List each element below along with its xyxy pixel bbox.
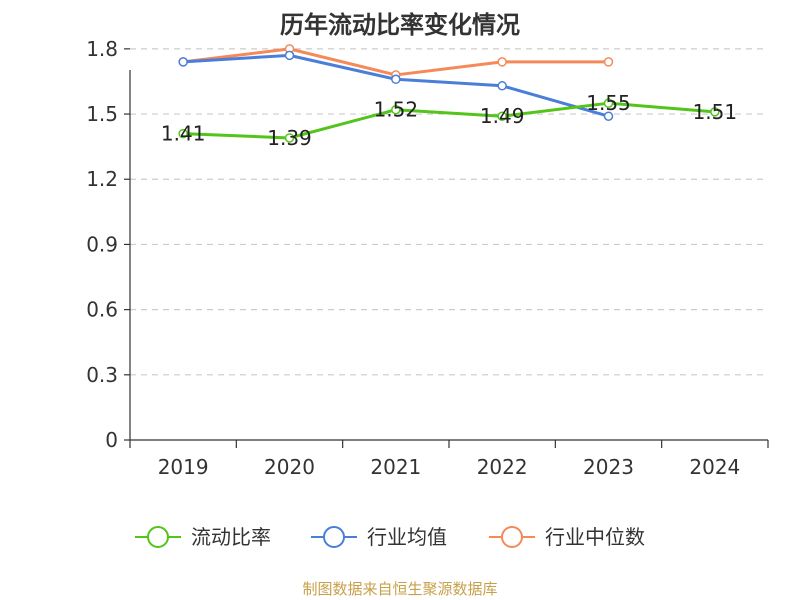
data-point[interactable] (178, 57, 188, 67)
legend[interactable]: 流动比率 行业均值 行业中位数 (135, 525, 645, 549)
x-tick-label: 2022 (477, 455, 528, 479)
legend-label: 行业中位数 (545, 525, 645, 549)
legend-item[interactable]: 行业中位数 (489, 525, 645, 549)
x-tick-label: 2021 (370, 455, 421, 479)
legend-marker-icon (323, 526, 345, 548)
y-tick-label: 0 (105, 428, 118, 452)
data-point[interactable] (710, 107, 720, 117)
data-label: 1.41 (161, 122, 206, 146)
data-label: 1.55 (586, 91, 631, 115)
legend-marker-icon (147, 526, 169, 548)
data-point[interactable] (603, 111, 614, 121)
data-point[interactable] (497, 57, 507, 67)
data-label: 1.51 (693, 100, 738, 124)
source-note: 制图数据来自恒生聚源数据库 (302, 580, 497, 598)
series-group (178, 44, 720, 143)
y-tick-label: 1.2 (86, 167, 118, 191)
legend-label: 流动比率 (191, 525, 271, 549)
x-tick-label: 2020 (264, 455, 315, 479)
x-tick-label: 2024 (689, 455, 740, 479)
grid (130, 48, 768, 376)
legend-label: 行业均值 (367, 525, 447, 549)
series-line (183, 101, 715, 140)
data-label: 1.49 (480, 104, 525, 128)
y-tick-label: 0.9 (86, 232, 118, 256)
data-point[interactable] (391, 104, 401, 115)
y-tick-label: 0.3 (86, 363, 118, 387)
data-point[interactable] (284, 133, 295, 143)
data-point[interactable] (603, 98, 614, 108)
data-point[interactable] (497, 111, 507, 121)
legend-item[interactable]: 流动比率 (135, 525, 271, 549)
data-point[interactable] (391, 74, 401, 85)
axes: 0 0.3 0.6 0.9 1.2 1.5 1.8 2019 2020 2021 2022 2023 2… (86, 37, 769, 479)
data-point[interactable] (284, 50, 295, 61)
data-point[interactable] (178, 128, 188, 139)
chart-title: 历年流动比率变化情况 (280, 11, 520, 39)
y-tick-label: 0.6 (86, 298, 118, 322)
legend-marker-icon (501, 526, 523, 548)
x-tick-label: 2019 (158, 455, 209, 479)
y-tick-label: 1.5 (86, 102, 118, 126)
data-point[interactable] (497, 81, 507, 91)
data-label: 1.52 (374, 98, 419, 122)
legend-item[interactable]: 行业均值 (311, 525, 447, 549)
data-label: 1.39 (267, 126, 312, 150)
x-tick-label: 2023 (583, 455, 634, 479)
data-labels: 1.41 1.39 1.52 1.49 1.55 1.51 (161, 91, 737, 150)
y-tick-label: 1.8 (86, 37, 118, 61)
data-point[interactable] (603, 57, 614, 67)
